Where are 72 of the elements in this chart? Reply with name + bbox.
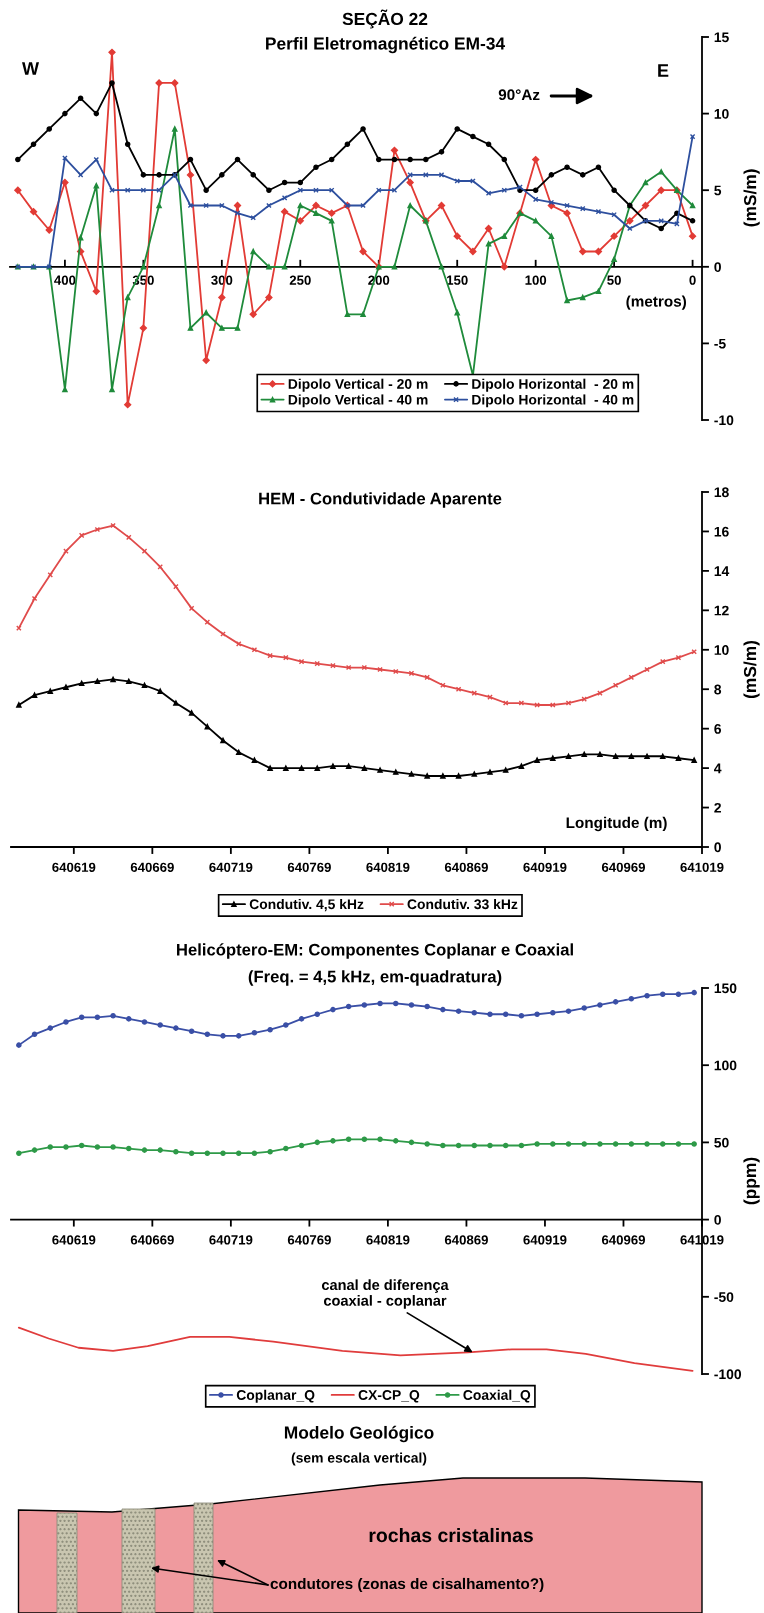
y-axis-title: (ppm)	[743, 1157, 760, 1205]
y-tick-label: 18	[714, 487, 729, 498]
y-tick-label: 14	[714, 566, 730, 576]
x-tick-label: 640769	[287, 1235, 331, 1245]
annotation: canal de diferença coaxial - coplanar	[321, 1279, 449, 1309]
y-tick-label: 100	[714, 1060, 737, 1071]
y-tick-label: 0	[714, 1214, 721, 1225]
y-tick-label: 0	[714, 262, 721, 272]
x-tick-label: 640819	[366, 1235, 410, 1245]
chart-subtitle: Perfil Eletromagnético EM-34	[266, 36, 506, 54]
x-tick-label: 150	[447, 275, 468, 285]
chart-title: SEÇÃO 22	[342, 9, 428, 29]
y-tick-label: -100	[714, 1369, 742, 1380]
x-tick-label: 640919	[523, 1235, 567, 1245]
annotation: 90°Az	[498, 89, 540, 101]
y-tick-label: 10	[714, 645, 729, 655]
x-tick-label: 640719	[209, 1235, 253, 1245]
x-tick-label: 250	[289, 275, 311, 285]
annotation: E	[658, 64, 669, 77]
text: condutores (zonas de cisalhamento?)	[270, 1577, 544, 1593]
y-tick-label: 12	[714, 605, 729, 616]
x-tick-label: 400	[54, 275, 76, 285]
x-tick-label: 640719	[209, 862, 253, 872]
x-tick-label: 640969	[601, 862, 645, 872]
y-tick-label: 16	[714, 526, 729, 537]
x-tick-label: 640919	[523, 862, 567, 872]
legend-label: Dipolo Horizontal - 20 m	[472, 378, 634, 392]
y-tick-label: -10	[714, 415, 734, 426]
x-tick-label: 100	[525, 275, 547, 285]
y-tick-label: -50	[714, 1292, 734, 1302]
legend-label: Dipolo Vertical - 40 m	[288, 394, 428, 408]
y-axis-title: (mS/m)	[743, 640, 760, 699]
annotation: W	[22, 62, 40, 75]
x-tick-label: 640769	[287, 862, 331, 872]
y-tick-label: 6	[714, 724, 722, 734]
x-tick-label: 640669	[130, 1235, 174, 1245]
x-tick-label: 640619	[52, 862, 96, 872]
y-tick-label: 4	[714, 763, 722, 774]
legend-label: Dipolo Horizontal - 40 m	[472, 394, 634, 408]
x-tick-label: 640869	[444, 1235, 488, 1245]
y-tick-label: 0	[714, 842, 721, 853]
text: Modelo Geológico	[284, 1425, 434, 1443]
chart-title: HEM - Condutividade Aparente	[259, 492, 502, 508]
x-axis-title: Longitude (m)	[566, 816, 667, 832]
y-tick-label: 15	[714, 32, 729, 43]
legend-label: Coplanar_Q	[236, 1389, 315, 1403]
x-tick-label: 641019	[680, 862, 724, 872]
chart-title: Helicóptero-EM: Componentes Coplanar e Coaxial	[177, 943, 573, 959]
y-tick-label: 8	[714, 684, 722, 695]
x-tick-label: 0	[689, 275, 696, 285]
text: rochas cristalinas	[369, 1527, 533, 1543]
legend-label: Condutiv. 33 kHz	[407, 898, 518, 910]
y-tick-label: 10	[714, 108, 729, 119]
text: (sem escala vertical)	[291, 1452, 427, 1466]
y-tick-label: 2	[714, 802, 721, 813]
legend-label: Condutiv. 4,5 kHz	[249, 898, 364, 912]
legend-label: Dipolo Vertical - 20 m	[288, 378, 428, 392]
x-tick-label: 640969	[601, 1235, 645, 1245]
y-axis-title: (mS/m)	[743, 169, 760, 227]
x-tick-label: 640819	[366, 862, 410, 872]
y-tick-label: 5	[714, 185, 722, 196]
x-tick-label: 50	[607, 275, 621, 285]
y-tick-label: -5	[714, 338, 726, 349]
y-tick-label: 50	[714, 1137, 729, 1148]
y-tick-label: 150	[714, 983, 737, 994]
legend-label: Coaxial_Q	[463, 1389, 531, 1403]
x-axis-title: (metros)	[626, 295, 687, 310]
x-tick-label: 640619	[52, 1235, 96, 1245]
x-tick-label: 640669	[130, 862, 174, 872]
legend-label: CX-CP_Q	[358, 1390, 420, 1403]
chart-subtitle: (Freq. = 4,5 kHz, em-quadratura)	[248, 970, 502, 986]
x-tick-label: 640869	[444, 862, 488, 872]
